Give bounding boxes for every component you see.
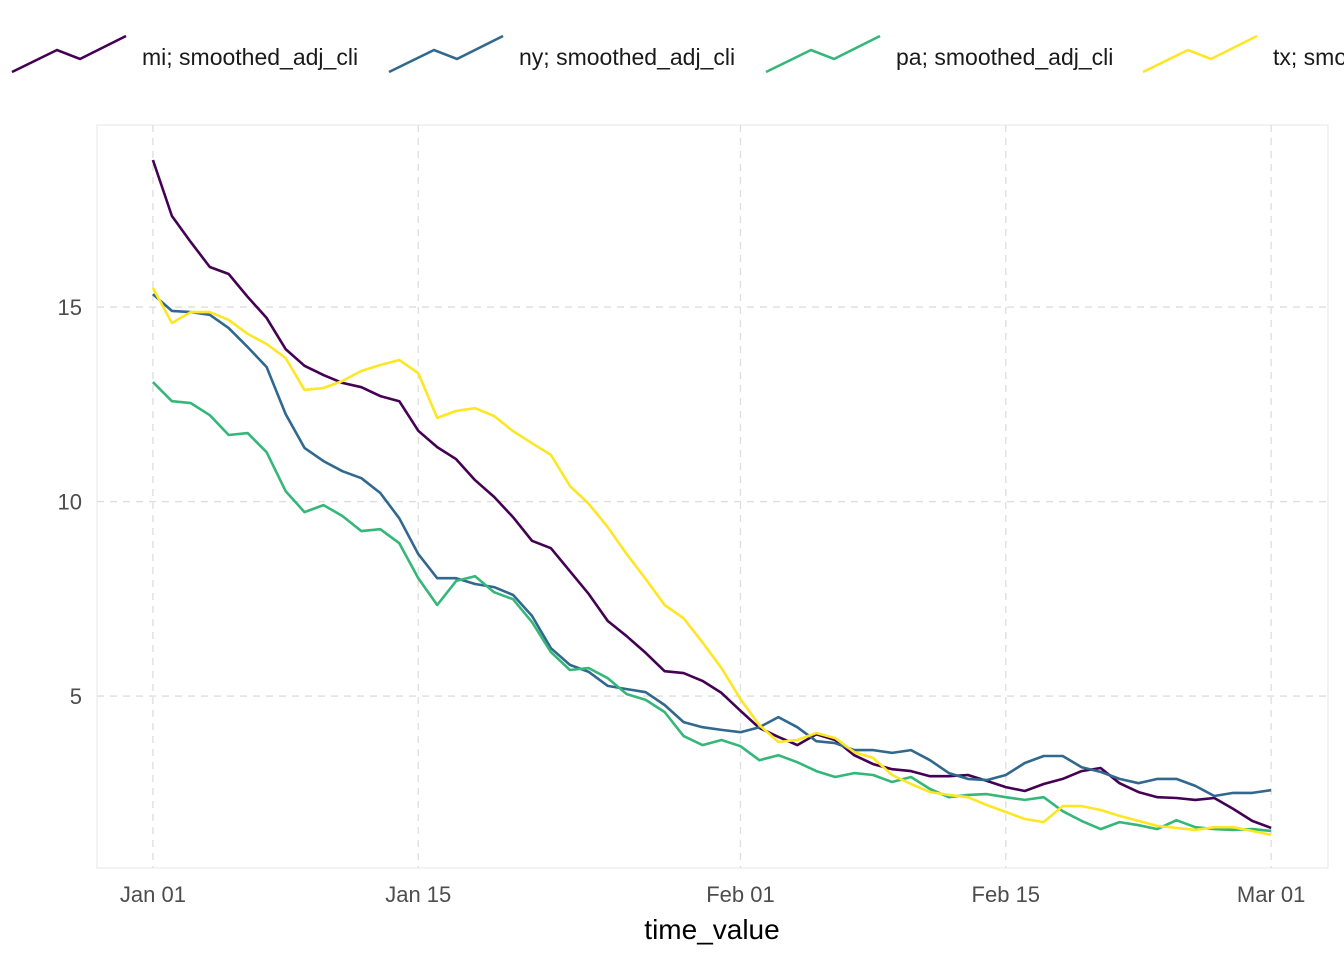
x-axis-title: time_value (644, 914, 779, 945)
series-line-tx (151, 287, 1272, 837)
y-tick-label: 5 (70, 684, 82, 709)
legend-label: mi; smoothed_adj_cli (142, 44, 358, 70)
y-tick-label: 10 (58, 490, 82, 515)
x-tick-label: Mar 01 (1237, 882, 1305, 907)
plot-panel (96, 124, 1329, 869)
legend-key-icon (765, 34, 881, 74)
series-line-ny (152, 293, 1272, 798)
legend: mi; smoothed_adj_cli ny; smoothed_adj_cli… (11, 34, 1344, 74)
x-tick-label: Jan 01 (120, 882, 186, 907)
y-axis-ticks: 5 10 15 (58, 295, 82, 709)
x-tick-label: Feb 15 (972, 882, 1041, 907)
x-tick-label: Feb 01 (706, 882, 775, 907)
legend-key-icon (11, 34, 127, 74)
legend-item: tx; smoothed_adj_cli (1142, 34, 1344, 74)
x-axis-ticks: Jan 01 Jan 15 Feb 01 Feb 15 Mar 01 (120, 882, 1306, 907)
grid-lines (97, 125, 1328, 868)
legend-key-icon (1142, 34, 1258, 74)
legend-label: tx; smoothed_adj_cli (1273, 44, 1344, 70)
legend-key-icon (388, 34, 504, 74)
legend-label: pa; smoothed_adj_cli (896, 44, 1113, 70)
x-tick-label: Jan 15 (385, 882, 451, 907)
legend-item: mi; smoothed_adj_cli (11, 34, 358, 74)
legend-item: ny; smoothed_adj_cli (388, 34, 735, 74)
y-tick-label: 15 (58, 295, 82, 320)
series-lines (151, 159, 1272, 837)
legend-label: ny; smoothed_adj_cli (519, 44, 735, 70)
legend-item: pa; smoothed_adj_cli (765, 34, 1113, 74)
series-line-pa (151, 381, 1272, 833)
